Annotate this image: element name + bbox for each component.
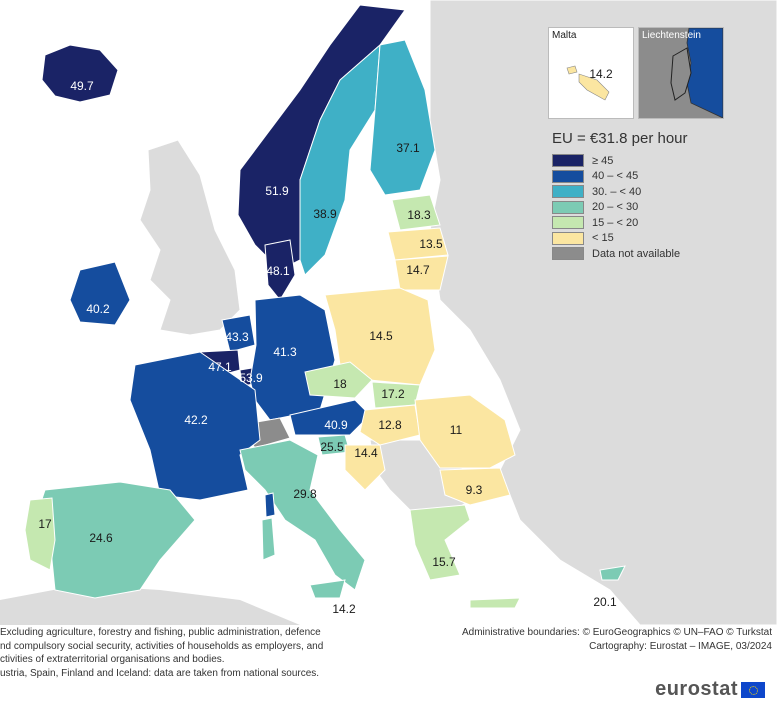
label-latvia: 13.5: [419, 237, 443, 251]
footnote-line: nd compulsory social security, activitie…: [0, 640, 324, 652]
label-poland: 14.5: [369, 329, 393, 343]
liechtenstein-inset-map: [670, 28, 723, 118]
label-germany: 41.3: [273, 345, 297, 359]
france-shape: [129, 351, 261, 501]
romania-shape: [414, 394, 516, 469]
netherlands-shape: [221, 314, 256, 353]
ireland-shape: [69, 261, 131, 326]
legend-label: Data not available: [592, 247, 681, 260]
label-iceland: 49.7: [70, 79, 94, 93]
legend-item: 30. – < 40: [552, 184, 772, 200]
label-netherlands: 43.3: [225, 330, 249, 344]
label-lithuania: 14.7: [406, 263, 430, 277]
finland-shape: [369, 39, 436, 196]
greece-shape: [409, 504, 471, 581]
legend-item: < 15: [552, 231, 772, 247]
label-sweden: 38.9: [313, 207, 337, 221]
iceland-shape: [41, 44, 119, 103]
legend-swatch: [552, 200, 584, 214]
label-austria: 40.9: [324, 418, 348, 432]
footnotes: Excluding agriculture, forestry and fish…: [0, 626, 400, 680]
legend-item: ≥ 45: [552, 153, 772, 169]
label-hungary: 12.8: [378, 418, 402, 432]
label-luxembourg: 53.9: [239, 371, 263, 385]
inset-malta: Malta 14.2: [548, 27, 634, 119]
legend-label: < 15: [592, 232, 614, 245]
label-bulgaria: 9.3: [466, 483, 483, 497]
sardinia-shape: [261, 517, 276, 561]
label-italy: 29.8: [293, 487, 317, 501]
eurostat-logo: eurostat: [655, 678, 765, 701]
label-norway: 51.9: [265, 184, 289, 198]
lithuania-shape: [394, 255, 449, 291]
label-czechia: 18: [333, 377, 347, 391]
czechia-shape: [304, 361, 373, 399]
label-ireland: 40.2: [86, 302, 110, 316]
label-france: 42.2: [184, 413, 208, 427]
legend-title: EU = €31.8 per hour: [552, 130, 688, 147]
inset-malta-title: Malta: [552, 30, 577, 41]
cyprus-shape: [599, 565, 626, 581]
north-africa-land: [0, 585, 300, 625]
inset-liechtenstein: Liechtenstein: [638, 27, 724, 119]
label-slovakia: 17.2: [381, 387, 405, 401]
footnote-line: ustria, Spain, Finland and Iceland: data…: [0, 667, 320, 679]
label-finland: 37.1: [396, 141, 420, 155]
legend-item: 20 – < 30: [552, 200, 772, 216]
portugal-shape: [24, 497, 56, 571]
bulgaria-shape: [439, 467, 511, 506]
legend-swatch: [552, 216, 584, 230]
label-greece: 15.7: [432, 555, 456, 569]
legend-label: ≥ 45: [592, 154, 614, 167]
austria-shape: [289, 399, 371, 436]
legend-swatch: [552, 185, 584, 199]
credits-line: Cartography: Eurostat – IMAGE, 03/2024: [589, 640, 772, 652]
legend-label: 40 – < 45: [592, 170, 639, 183]
label-malta-main: 14.2: [332, 602, 356, 616]
legend: EU = €31.8 per hour ≥ 45 40 – < 45 30. –…: [552, 130, 772, 262]
footnote-line: Excluding agriculture, forestry and fish…: [0, 627, 321, 638]
non-eu-land: [429, 0, 777, 625]
logo-text: eurostat: [655, 678, 738, 700]
credits: Administrative boundaries: © EuroGeograp…: [392, 626, 772, 653]
label-cyprus: 20.1: [593, 595, 617, 609]
label-belgium: 47.1: [208, 360, 232, 374]
latvia-shape: [387, 227, 449, 261]
estonia-shape: [391, 194, 441, 231]
legend-swatch: [552, 169, 584, 183]
malta-inset-map: 14.2: [566, 65, 613, 101]
croatia-shape: [344, 444, 386, 491]
legend-label: 20 – < 30: [592, 201, 639, 214]
denmark-shape: [264, 239, 296, 301]
credits-line: Administrative boundaries: © EuroGeograp…: [461, 627, 772, 638]
label-slovenia: 25.5: [320, 440, 344, 454]
label-portugal: 17: [38, 517, 52, 531]
legend-label: 30. – < 40: [592, 185, 642, 198]
footnote-line: ctivities of extraterritorial organisati…: [0, 654, 225, 665]
hungary-shape: [359, 404, 421, 446]
legend-item: Data not available: [552, 246, 772, 262]
sicily-shape: [309, 579, 346, 599]
corsica-shape: [264, 492, 276, 518]
label-croatia: 14.4: [354, 446, 378, 460]
inset-liechtenstein-title: Liechtenstein: [642, 30, 701, 41]
legend-item: 15 – < 20: [552, 215, 772, 231]
label-spain: 24.6: [89, 531, 113, 545]
label-estonia: 18.3: [407, 208, 431, 222]
label-romania: 11: [450, 423, 463, 437]
uk-land: [139, 139, 241, 336]
legend-item: 40 – < 45: [552, 169, 772, 185]
crete-shape: [469, 597, 521, 609]
legend-swatch: [552, 231, 584, 245]
legend-swatch: [552, 154, 584, 168]
legend-swatch: [552, 247, 584, 261]
eu-flag-icon: [741, 681, 765, 698]
inset-malta-value: 14.2: [589, 67, 613, 81]
label-denmark: 48.1: [266, 264, 290, 278]
legend-label: 15 – < 20: [592, 216, 639, 229]
italy-shape: [239, 439, 366, 591]
